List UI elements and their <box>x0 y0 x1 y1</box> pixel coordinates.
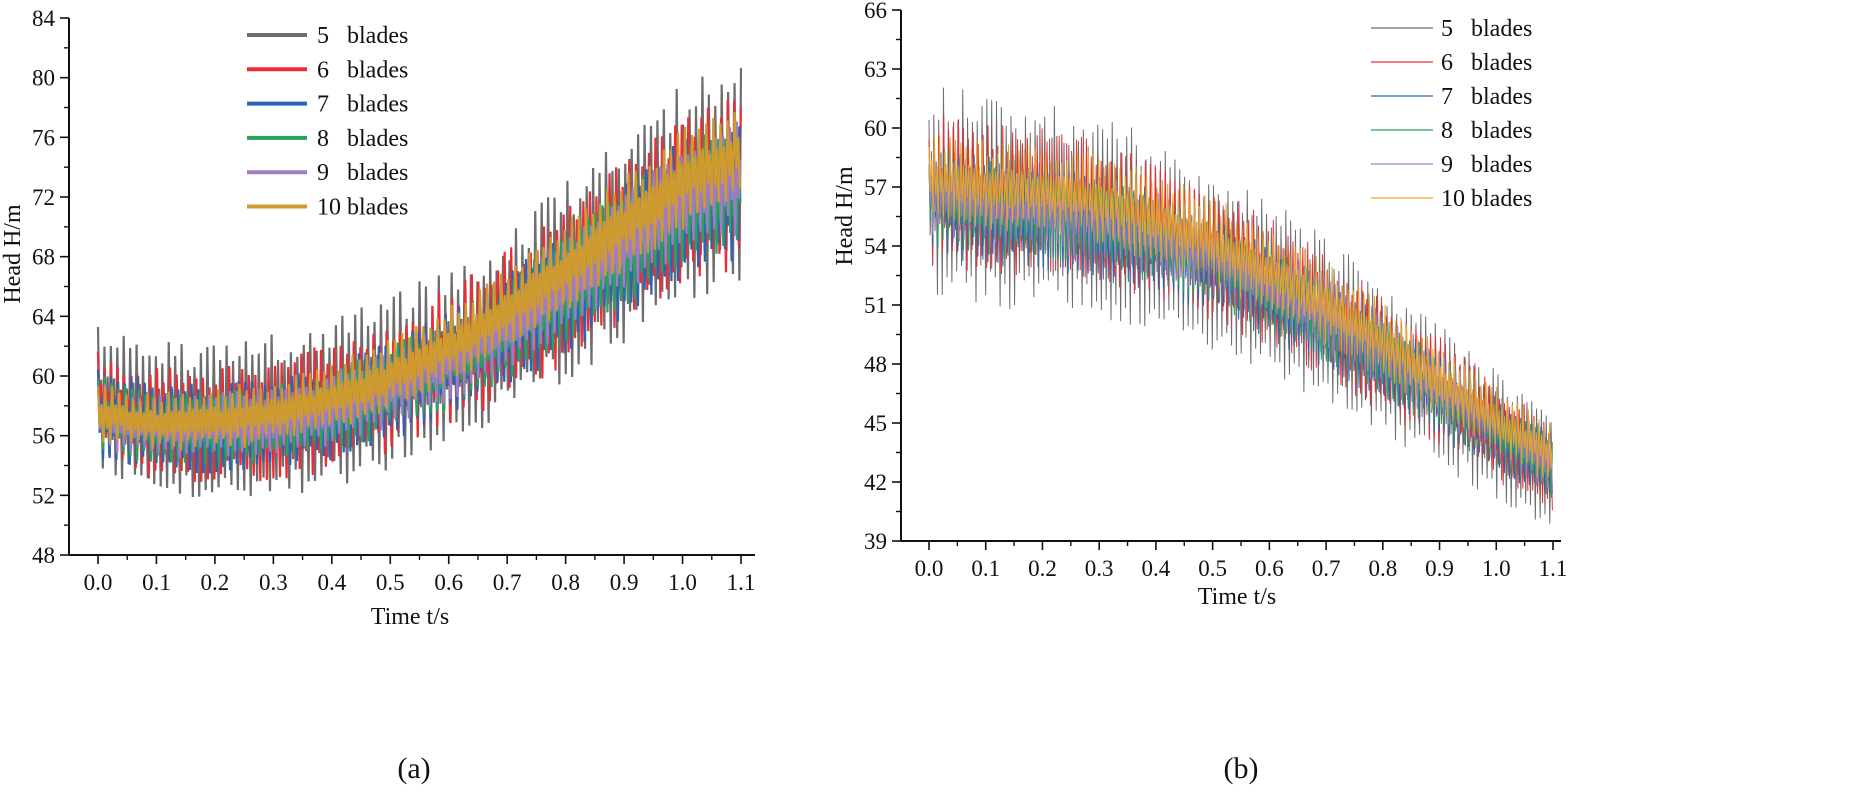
x-tick-label: 0.6 <box>434 570 463 595</box>
x-tick-label: 0.1 <box>142 570 171 595</box>
y-tick-label: 57 <box>864 175 887 200</box>
legend-label: 7 blades <box>1441 84 1532 110</box>
x-tick-label: 0.3 <box>1085 556 1114 581</box>
chart-a-axes: 0.0 0.1 0.2 0.3 0.4 0.5 0.6 0.7 0.8 0.9 1.0 1.1 48 52… <box>32 6 755 595</box>
x-tick-label: 0.1 <box>971 556 1000 581</box>
x-tick-label: 1.0 <box>1482 556 1511 581</box>
y-tick-label: 51 <box>864 293 887 318</box>
x-tick-label: 0.7 <box>1312 556 1341 581</box>
x-tick-label: 0.8 <box>1368 556 1397 581</box>
y-tick-label: 63 <box>864 57 887 82</box>
legend-label: 8 blades <box>317 126 408 152</box>
y-tick-label: 39 <box>864 529 887 554</box>
chart-a-plot-area <box>96 68 743 498</box>
legend-label: 6 blades <box>1441 50 1532 76</box>
legend-label: 6 blades <box>317 57 408 83</box>
x-tick-label: 0.0 <box>915 556 944 581</box>
y-tick-label: 48 <box>864 352 887 377</box>
chart-a: 0.0 0.1 0.2 0.3 0.4 0.5 0.6 0.7 0.8 0.9 1.0 1.1 48 52… <box>0 6 755 785</box>
y-tick-label: 42 <box>864 470 887 495</box>
chart-a-y-axis-label: Head H/m <box>0 204 26 304</box>
legend-label: 9 blades <box>317 160 408 186</box>
x-tick-label: 1.1 <box>727 570 756 595</box>
y-tick-label: 52 <box>32 483 55 508</box>
x-tick-label: 0.9 <box>610 570 639 595</box>
chart-a-caption: (a) <box>397 752 430 785</box>
chart-a-legend: 5 blades 6 blades 7 blades 8 blades 9 blades… <box>247 23 408 221</box>
x-tick-label: 0.2 <box>1028 556 1057 581</box>
legend-label: 5 blades <box>1441 16 1532 42</box>
y-tick-label: 64 <box>32 304 56 329</box>
y-tick-label: 66 <box>864 0 887 23</box>
series-10-blades-line <box>928 133 1553 479</box>
x-tick-label: 0.3 <box>259 570 288 595</box>
x-tick-label: 1.0 <box>668 570 697 595</box>
chart-b-caption: (b) <box>1224 752 1259 785</box>
chart-b-legend: 5 blades 6 blades 7 blades 8 blades 9 blades… <box>1371 16 1532 212</box>
chart-a-x-axis-label: Time t/s <box>371 604 449 630</box>
x-tick-label: 0.5 <box>1198 556 1227 581</box>
legend-label: 7 blades <box>317 92 408 118</box>
y-tick-label: 84 <box>32 6 56 31</box>
y-tick-label: 56 <box>32 424 55 449</box>
series-10-blades-line <box>96 112 741 451</box>
x-tick-label: 0.7 <box>493 570 522 595</box>
y-tick-label: 68 <box>32 245 55 270</box>
legend-label: 10 blades <box>317 195 408 221</box>
y-tick-label: 54 <box>864 234 888 259</box>
y-tick-label: 60 <box>32 364 55 389</box>
legend-label: 9 blades <box>1441 152 1532 178</box>
y-tick-label: 45 <box>864 411 887 436</box>
legend-label: 8 blades <box>1441 118 1532 144</box>
chart-b: 0.0 0.1 0.2 0.3 0.4 0.5 0.6 0.7 0.8 0.9 1.0 1.1 39 42… <box>832 0 1567 785</box>
x-tick-label: 0.0 <box>84 570 113 595</box>
chart-b-plot-area <box>928 87 1554 524</box>
y-tick-label: 60 <box>864 116 887 141</box>
x-tick-label: 0.4 <box>1142 556 1171 581</box>
chart-b-axes: 0.0 0.1 0.2 0.3 0.4 0.5 0.6 0.7 0.8 0.9 1.0 1.1 39 42… <box>864 0 1567 581</box>
x-tick-label: 0.6 <box>1255 556 1284 581</box>
y-tick-label: 80 <box>32 66 55 91</box>
legend-label: 10 blades <box>1441 186 1532 212</box>
y-tick-label: 48 <box>32 543 55 568</box>
y-tick-label: 72 <box>32 185 55 210</box>
chart-b-y-axis-label: Head H/m <box>832 166 858 266</box>
x-tick-label: 0.8 <box>551 570 580 595</box>
x-tick-label: 0.4 <box>317 570 346 595</box>
x-tick-label: 0.2 <box>201 570 230 595</box>
x-tick-label: 0.5 <box>376 570 405 595</box>
x-tick-label: 0.9 <box>1425 556 1454 581</box>
y-tick-label: 76 <box>32 125 55 150</box>
chart-b-x-axis-label: Time t/s <box>1198 584 1276 610</box>
x-tick-label: 1.1 <box>1539 556 1568 581</box>
legend-label: 5 blades <box>317 23 408 49</box>
